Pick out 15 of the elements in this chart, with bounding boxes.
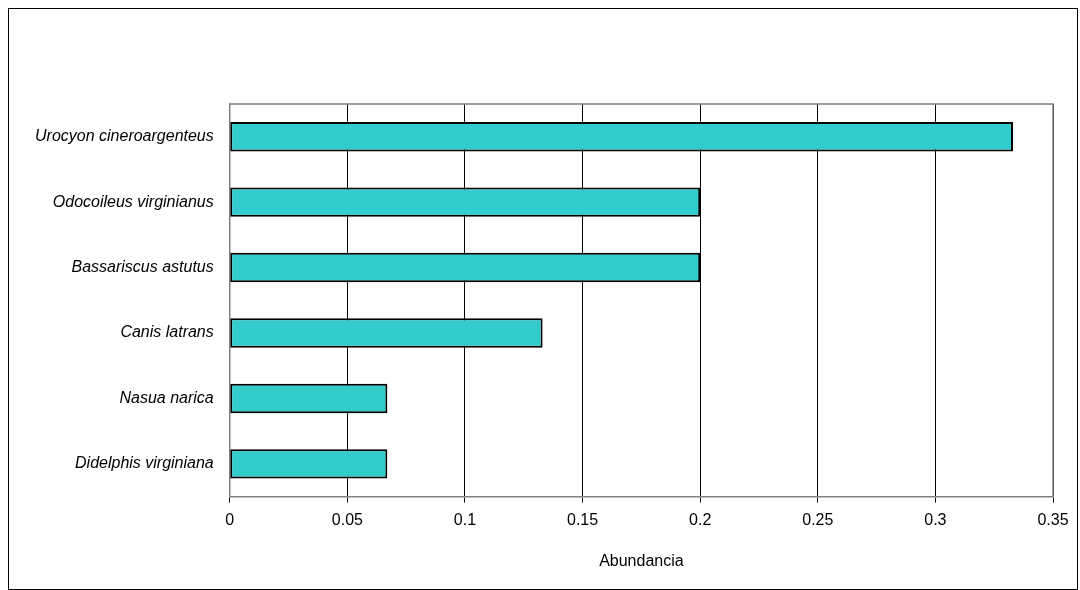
y-tick-label: Didelphis virginiana [75,454,214,472]
x-tick-label: 0.35 [1037,510,1069,528]
y-tick-label: Canis latrans [120,323,214,341]
y-tick-label: Odocoileus virginianus [52,192,214,210]
y-tick-label: Nasua narica [119,388,214,406]
x-tick-label: 0.3 [924,510,947,528]
y-tick-label: Bassariscus astutus [71,258,214,276]
x-tick-label: 0 [225,510,235,528]
x-axis-title: Abundancia [599,551,684,569]
x-tick-label: 0.05 [331,510,364,528]
x-tick-label: 0.2 [689,510,712,528]
x-tick-label: 0.25 [802,510,834,528]
x-tick-label: 0.15 [567,510,599,528]
x-tick-label: 0.1 [453,510,477,528]
y-tick-label: Urocyon cineroargenteus [35,127,214,145]
